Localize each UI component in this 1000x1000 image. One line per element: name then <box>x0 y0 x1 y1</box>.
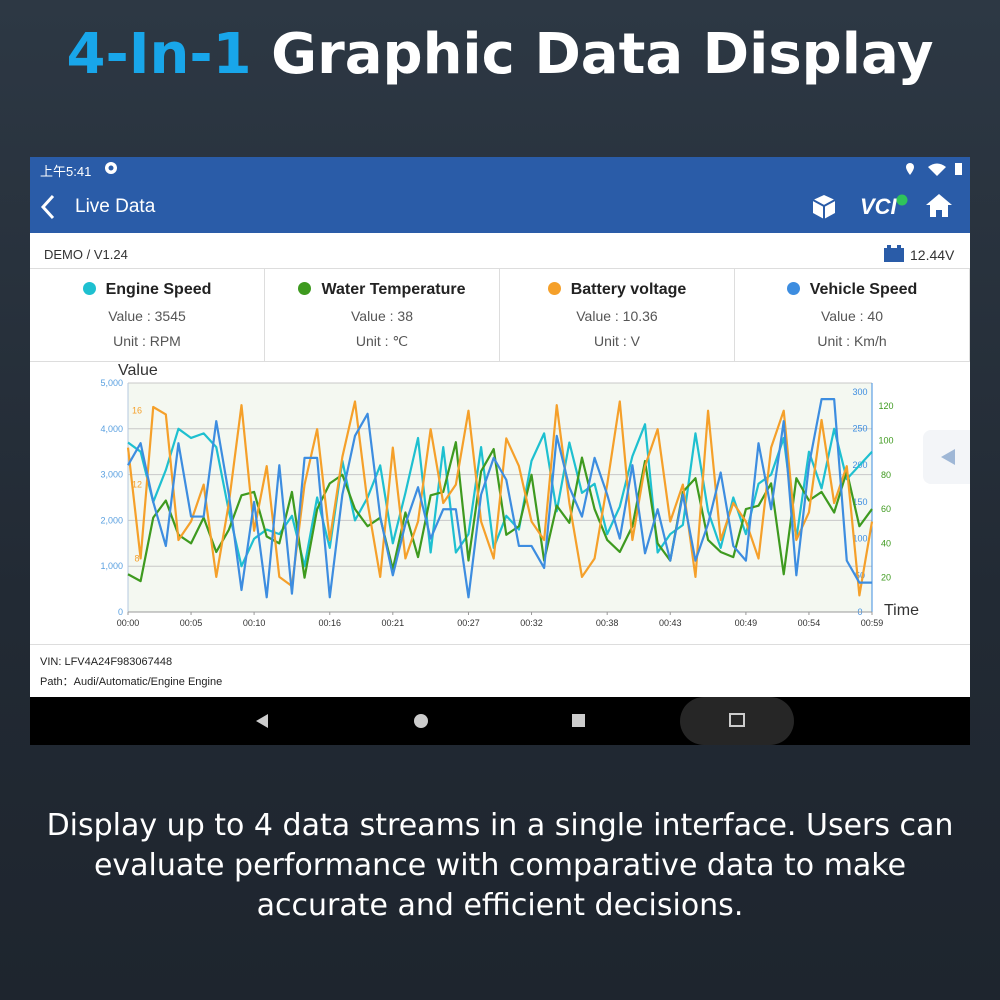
nav-back[interactable] <box>256 714 268 728</box>
data-card[interactable]: Engine Speed Value : 3545 Unit : RPM <box>30 269 265 361</box>
y-tick-label: 8 <box>134 553 139 563</box>
series-line <box>127 398 872 599</box>
battery-icon <box>884 245 904 262</box>
y-tick-label: 80 <box>881 470 891 480</box>
y-tick-label: 3,000 <box>100 470 123 480</box>
x-tick-label: 00:59 <box>861 618 884 628</box>
divider <box>30 361 970 362</box>
x-tick-label: 00:38 <box>596 618 619 628</box>
card-unit: Unit : V <box>594 333 640 349</box>
y-tick-label: 12 <box>132 480 142 490</box>
y-tick-label: 300 <box>852 387 867 397</box>
legend-dot <box>298 282 312 295</box>
data-card[interactable]: Vehicle Speed Value : 40 Unit : Km/h <box>735 269 970 361</box>
legend-dot <box>547 282 561 295</box>
y-tick-label: 4,000 <box>100 424 123 434</box>
x-tick-label: 00:43 <box>659 618 682 628</box>
vci-badge <box>896 194 908 206</box>
app-bar: Live Data VCI <box>30 180 970 233</box>
y-tick-label: 120 <box>878 401 893 411</box>
nav-buttons <box>256 697 794 745</box>
y-tick-label: 50 <box>855 570 865 580</box>
y-tick-label: 20 <box>881 573 891 583</box>
card-name: Engine Speed <box>105 281 212 298</box>
divider <box>30 644 970 645</box>
back-button[interactable] <box>38 194 58 220</box>
y-tick-label: 2,000 <box>100 515 123 525</box>
vci-status[interactable]: VCI <box>860 194 897 219</box>
nav-pill[interactable] <box>680 697 794 745</box>
path: Path：Audi/Automatic/Engine Engine <box>40 676 223 688</box>
card-unit: Unit : Km/h <box>817 333 887 349</box>
y-tick-label: 250 <box>852 424 867 434</box>
x-tick-label: 00:32 <box>520 618 543 628</box>
y-tick-label: 40 <box>881 538 891 548</box>
screen-title: Live Data <box>75 196 156 217</box>
x-tick-label: 00:21 <box>382 618 405 628</box>
y-tick-label: 60 <box>881 504 891 514</box>
card-value: Value : 3545 <box>108 308 186 324</box>
legend-dot <box>82 282 96 295</box>
chart: Value Time 0 1,000 2,000 3,000 4,000 5,000 8 12… <box>100 362 919 628</box>
home-button[interactable] <box>924 192 954 220</box>
x-axis-label: Time <box>884 602 919 619</box>
screenshot-icon <box>729 713 745 727</box>
card-title: Vehicle Speed <box>735 281 969 299</box>
x-tick-label: 00:49 <box>735 618 758 628</box>
x-tick-label: 00:00 <box>117 618 140 628</box>
y-tick-label: 100 <box>878 435 893 445</box>
card-name: Water Temperature <box>321 281 466 298</box>
card-unit: Unit : ℃ <box>355 333 409 349</box>
x-tick-label: 00:16 <box>318 618 341 628</box>
divider <box>30 268 970 269</box>
data-card[interactable]: Water Temperature Value : 38 Unit : ℃ <box>265 269 500 361</box>
status-icon <box>105 162 117 174</box>
y-tick-label: 5,000 <box>100 378 123 388</box>
status-bar: 上午5:41 <box>30 157 970 180</box>
y-axis-label: Value <box>118 362 158 379</box>
card-title: Water Temperature <box>265 281 499 299</box>
x-tick-label: 00:27 <box>457 618 480 628</box>
headline-text: Graphic Data Display <box>271 22 934 87</box>
x-tick-label: 00:05 <box>180 618 203 628</box>
card-title: Engine Speed <box>30 281 264 299</box>
toggle-arrow <box>941 449 955 465</box>
nav-recent[interactable] <box>572 714 585 727</box>
card-value: Value : 10.36 <box>576 308 658 324</box>
voltage: 12.44V <box>910 247 955 263</box>
side-panel-toggle[interactable] <box>923 430 970 484</box>
clock: 上午5:41 <box>40 164 92 179</box>
data-card[interactable]: Battery voltage Value : 10.36 Unit : V <box>500 269 735 361</box>
y-tick-label: 0 <box>118 607 123 617</box>
legend-dot <box>786 282 800 295</box>
headline-highlight: 4-In-1 <box>66 22 252 87</box>
card-name: Vehicle Speed <box>809 281 918 298</box>
headline: 4-In-1 Graphic Data Display <box>0 22 1000 87</box>
x-tick-label: 00:10 <box>243 618 266 628</box>
version: DEMO / V1.24 <box>44 247 128 262</box>
nav-bar <box>30 697 970 745</box>
y-tick-label: 150 <box>852 497 867 507</box>
y-tick-label: 100 <box>852 534 867 544</box>
card-title: Battery voltage <box>500 281 734 299</box>
card-name: Battery voltage <box>570 281 687 298</box>
x-tick-label: 00:54 <box>798 618 821 628</box>
card-unit: Unit : RPM <box>113 333 181 349</box>
nav-home[interactable] <box>414 714 428 728</box>
card-value: Value : 40 <box>820 308 883 324</box>
vin: VIN: LFV4A24F983067448 <box>40 656 173 668</box>
caption: Display up to 4 data streams in a single… <box>46 808 954 923</box>
y-tick-label: 16 <box>132 406 142 416</box>
y-tick-label: 1,000 <box>100 561 123 571</box>
card-value: Value : 38 <box>350 308 413 324</box>
box-icon[interactable] <box>810 193 842 221</box>
status-icons <box>906 163 962 176</box>
